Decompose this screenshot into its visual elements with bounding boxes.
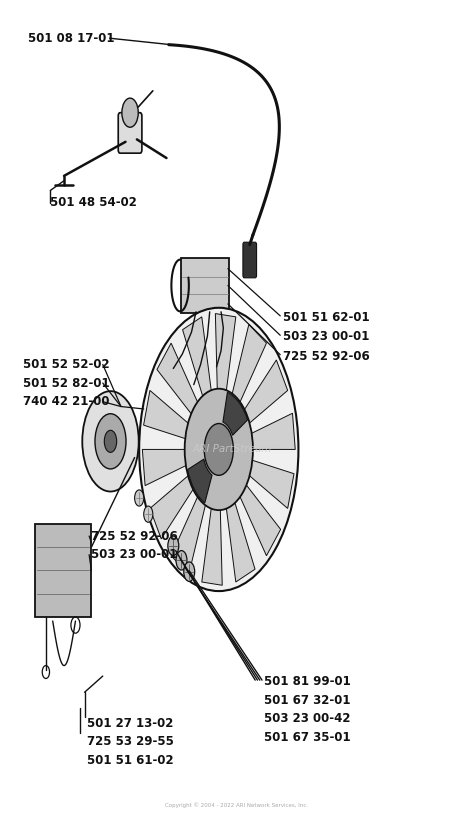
FancyBboxPatch shape: [182, 258, 229, 313]
Text: 503 23 00-42: 503 23 00-42: [264, 713, 351, 725]
Text: 501 08 17-01: 501 08 17-01: [27, 31, 114, 45]
Text: 725 53 29-55: 725 53 29-55: [87, 735, 173, 748]
Polygon shape: [249, 413, 295, 449]
Polygon shape: [171, 494, 206, 574]
Text: 503 23 00-01: 503 23 00-01: [91, 548, 178, 561]
Polygon shape: [231, 325, 266, 405]
Text: 501 67 35-01: 501 67 35-01: [264, 731, 351, 744]
Polygon shape: [238, 482, 281, 556]
Circle shape: [204, 424, 233, 475]
Text: 725 52 92-06: 725 52 92-06: [91, 529, 178, 543]
Circle shape: [176, 551, 187, 570]
Text: 501 27 13-02: 501 27 13-02: [87, 716, 173, 729]
Circle shape: [168, 536, 179, 555]
FancyBboxPatch shape: [243, 242, 256, 278]
Polygon shape: [157, 343, 199, 416]
Circle shape: [184, 562, 195, 582]
Text: 501 51 61-02: 501 51 61-02: [87, 754, 173, 767]
Polygon shape: [182, 317, 212, 400]
Text: 501 48 54-02: 501 48 54-02: [50, 196, 137, 209]
Polygon shape: [144, 391, 190, 439]
Polygon shape: [150, 474, 195, 539]
Text: 501 52 82-01: 501 52 82-01: [23, 377, 110, 390]
Circle shape: [185, 389, 253, 510]
Text: 503 23 00-01: 503 23 00-01: [283, 330, 369, 344]
Text: 725 52 92-06: 725 52 92-06: [283, 350, 369, 363]
Polygon shape: [202, 505, 222, 586]
Text: 501 81 99-01: 501 81 99-01: [264, 675, 351, 688]
Text: ARI PartStream™: ARI PartStream™: [192, 444, 282, 454]
Polygon shape: [215, 314, 236, 394]
Circle shape: [104, 430, 117, 453]
Polygon shape: [247, 459, 294, 509]
Circle shape: [139, 308, 299, 591]
FancyBboxPatch shape: [118, 112, 142, 153]
Circle shape: [135, 490, 144, 506]
Text: 740 42 21-00: 740 42 21-00: [23, 395, 109, 408]
Circle shape: [82, 392, 139, 491]
Circle shape: [122, 98, 138, 127]
Polygon shape: [142, 449, 188, 486]
Text: 501 51 62-01: 501 51 62-01: [283, 311, 369, 324]
Polygon shape: [243, 360, 288, 425]
Text: 501 67 32-01: 501 67 32-01: [264, 694, 351, 707]
Wedge shape: [188, 459, 212, 503]
Circle shape: [95, 414, 126, 469]
Bar: [35, 524, 91, 617]
Wedge shape: [223, 392, 247, 435]
Circle shape: [144, 506, 153, 522]
Text: Copyright © 2004 - 2022 ARI Network Services, Inc.: Copyright © 2004 - 2022 ARI Network Serv…: [165, 802, 309, 808]
Text: 501 52 52-02: 501 52 52-02: [23, 358, 110, 371]
Polygon shape: [226, 500, 255, 582]
